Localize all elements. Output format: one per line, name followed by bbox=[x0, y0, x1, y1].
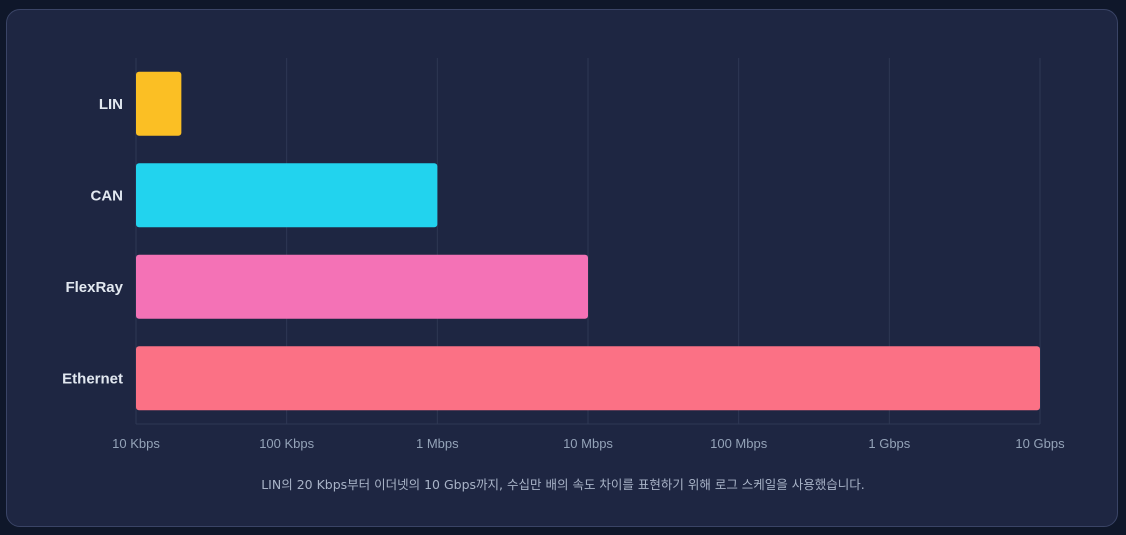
x-tick-label: 1 Mbps bbox=[416, 436, 459, 451]
x-tick-labels: 10 Kbps 100 Kbps 1 Mbps 10 Mbps 100 Mbps 1 Gb… bbox=[112, 436, 1065, 451]
category-label: CAN bbox=[91, 187, 124, 204]
category-label: FlexRay bbox=[65, 279, 123, 296]
bar-flexray bbox=[136, 254, 588, 319]
x-tick-label: 100 Kbps bbox=[259, 436, 314, 451]
x-tick-label: 100 Mbps bbox=[710, 436, 768, 451]
x-tick-label: 10 Gbps bbox=[1015, 436, 1065, 451]
category-label: Ethernet bbox=[62, 370, 123, 387]
category-labels: LIN CAN FlexRay Ethernet bbox=[62, 96, 123, 388]
x-tick-label: 1 Gbps bbox=[868, 436, 910, 451]
bar-lin bbox=[136, 71, 182, 136]
bar-can bbox=[136, 163, 438, 228]
bars bbox=[136, 71, 1040, 411]
chart-caption: LIN의 20 Kbps부터 이더넷의 10 Gbps까지, 수십만 배의 속도… bbox=[261, 477, 865, 492]
x-tick-label: 10 Mbps bbox=[563, 436, 613, 451]
x-tick-label: 10 Kbps bbox=[112, 436, 160, 451]
category-label: LIN bbox=[99, 96, 123, 113]
bar-ethernet bbox=[136, 346, 1040, 411]
